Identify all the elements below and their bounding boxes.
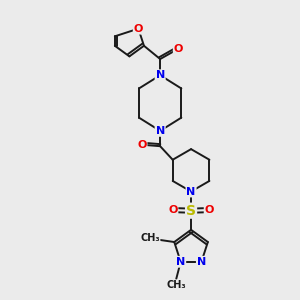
Text: S: S — [186, 204, 196, 218]
Text: CH₃: CH₃ — [167, 280, 186, 290]
Text: O: O — [137, 140, 147, 150]
Text: N: N — [155, 70, 165, 80]
Text: CH₃: CH₃ — [140, 233, 160, 243]
Text: N: N — [186, 187, 196, 196]
Text: O: O — [205, 205, 214, 215]
Text: N: N — [197, 257, 206, 267]
Text: O: O — [174, 44, 183, 54]
Text: N: N — [176, 257, 185, 267]
Text: N: N — [155, 126, 165, 136]
Text: O: O — [168, 205, 178, 215]
Text: O: O — [134, 24, 143, 34]
